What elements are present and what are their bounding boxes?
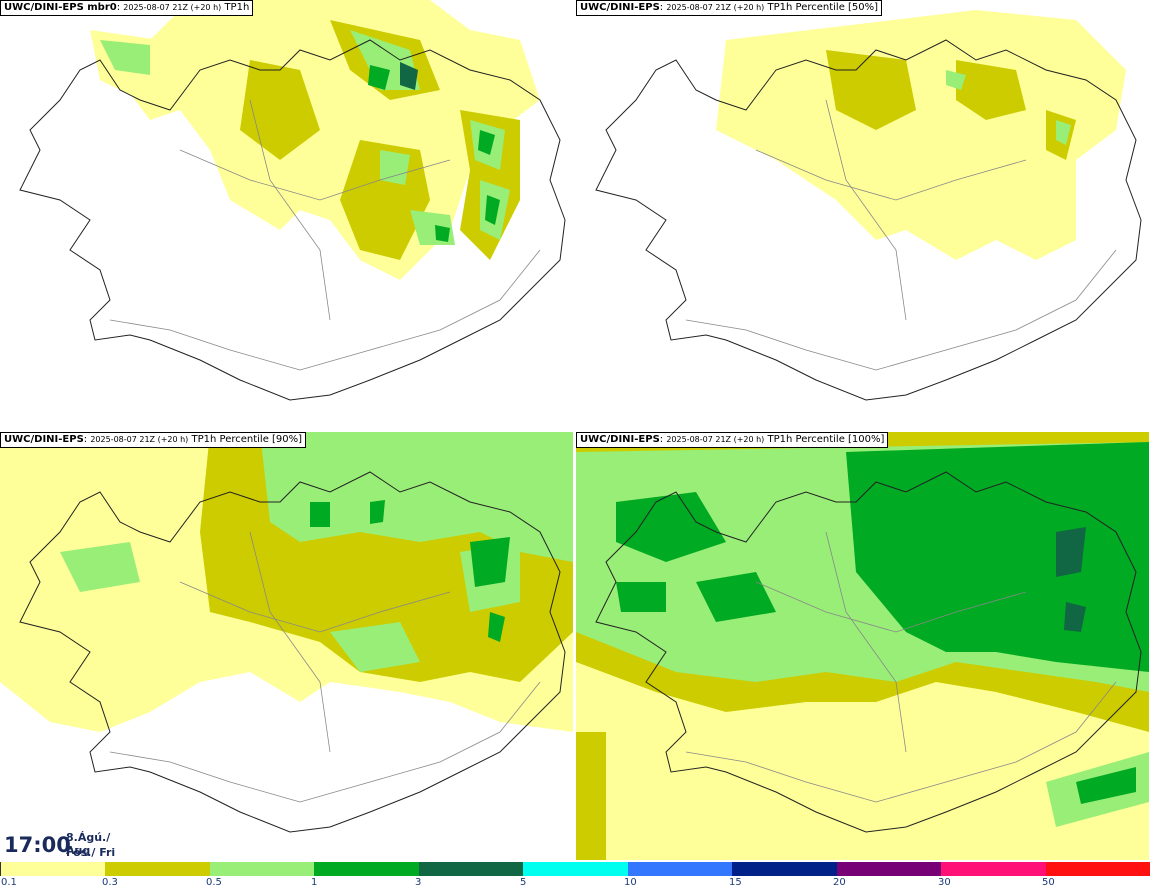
roads (685, 531, 1117, 803)
colorbar-tick-label: 5 (520, 877, 527, 888)
panel-title: UWC/DINI-EPS: 2025-08-07 21Z (+20 h) TP1… (0, 432, 307, 448)
map-panel-mbr0: UWC/DINI-EPS mbr0: 2025-08-07 21Z (+20 h… (0, 0, 573, 428)
colorbar-swatch (523, 862, 628, 876)
colorbar-swatch (836, 862, 942, 876)
valid-weekday: Fös./ Fri (66, 846, 116, 859)
roads (109, 531, 541, 803)
coastline (19, 39, 566, 401)
colorbar-tick-label: 15 (729, 877, 742, 888)
valid-time-box: 17:00 8.Ágú./ Aug Fös./ Fri (0, 828, 137, 862)
precip-map (595, 10, 1142, 401)
panel-title: UWC/DINI-EPS mbr0: 2025-08-07 21Z (+20 h… (0, 0, 254, 16)
precip-fill (0, 432, 573, 732)
colorbar-tick-label: 3 (415, 877, 422, 888)
precip-map (19, 0, 566, 401)
colorbar-swatch (105, 862, 210, 876)
colorbar-tick-label: 30 (938, 877, 951, 888)
colorbar-tick-label: 0.5 (206, 877, 222, 888)
roads (109, 99, 541, 371)
colorbar-swatch (732, 862, 837, 876)
colorbar-tick-label: 20 (833, 877, 846, 888)
map-panel-p50: UWC/DINI-EPS: 2025-08-07 21Z (+20 h) TP1… (576, 0, 1149, 428)
coastline (595, 39, 1142, 401)
precip-fill (90, 0, 540, 280)
colorbar-swatch (627, 862, 733, 876)
precip-map (576, 432, 1149, 860)
map-panel-p90: UWC/DINI-EPS: 2025-08-07 21Z (+20 h) TP1… (0, 432, 573, 860)
precip-fill (576, 432, 1149, 860)
valid-time-clock: 17:00 (4, 833, 71, 857)
colorbar-tick-label: 10 (624, 877, 637, 888)
colorbar-tick-label: 1 (311, 877, 318, 888)
colorbar-swatch (314, 862, 419, 876)
colorbar-labels: 0.1 0.3 0.5 1 3 5 10 15 20 30 50 (0, 876, 1150, 891)
panel-title: UWC/DINI-EPS: 2025-08-07 21Z (+20 h) TP1… (576, 432, 889, 448)
roads (685, 99, 1117, 371)
colorbar-swatch (1045, 862, 1150, 876)
coastline (19, 471, 566, 833)
colorbar-tick-label: 0.1 (1, 877, 17, 888)
colorbar-tick-label: 0.3 (102, 877, 118, 888)
colorbar-swatch (0, 862, 106, 876)
colorbar-tick-label: 50 (1042, 877, 1055, 888)
panel-title: UWC/DINI-EPS: 2025-08-07 21Z (+20 h) TP1… (576, 0, 883, 16)
precip-map (0, 432, 573, 833)
coastline (595, 471, 1142, 833)
precip-colorbar (0, 862, 1150, 876)
precip-fill (716, 10, 1126, 260)
colorbar-swatch (418, 862, 524, 876)
valid-date: 8.Ágú./ Aug (66, 831, 111, 857)
colorbar-swatch (941, 862, 1046, 876)
colorbar-swatch (209, 862, 315, 876)
map-panel-p100: UWC/DINI-EPS: 2025-08-07 21Z (+20 h) TP1… (576, 432, 1149, 860)
